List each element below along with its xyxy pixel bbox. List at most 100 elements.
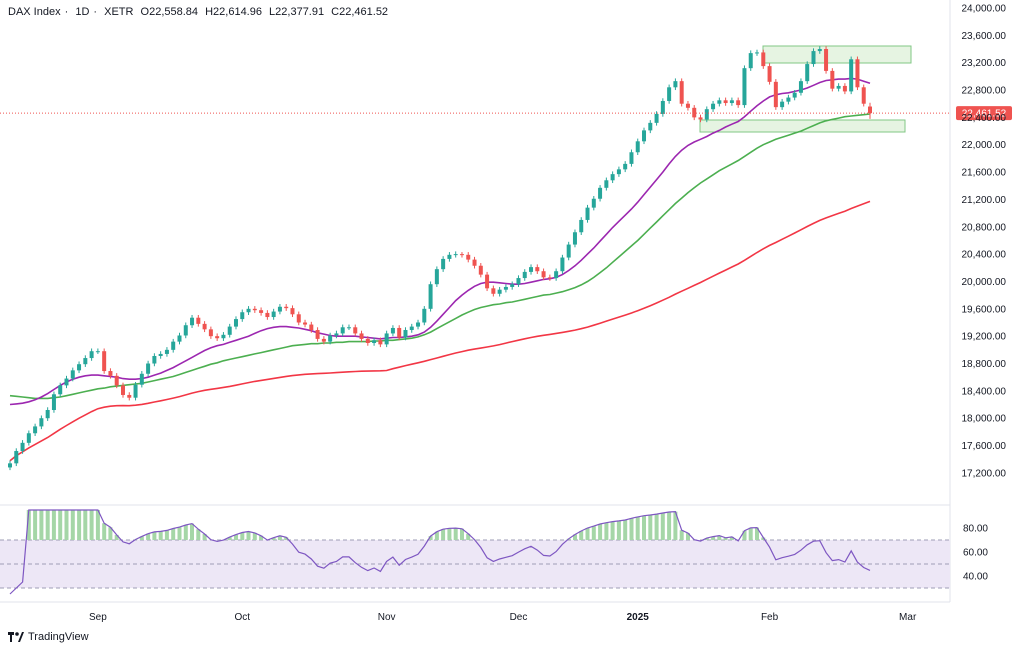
candle-body [491,288,496,294]
candle-body [466,254,471,260]
candle-body [127,394,132,398]
candle-body [679,81,684,104]
candle-body [648,122,653,131]
candle-body [836,85,841,89]
tradingview-brand[interactable]: TradingView [8,631,89,643]
candle-body [390,327,395,334]
interval[interactable]: 1D [75,6,90,18]
candle-body [64,378,69,386]
candle-body [497,289,502,294]
candle-body [868,106,872,114]
candle-body [202,323,207,330]
candle-body [428,284,433,309]
candle-body [284,306,289,309]
tradingview-logo-icon [8,632,24,642]
candle-body [70,370,75,379]
y-axis-tick-label: 17,200.00 [962,468,1007,479]
candle-body [403,330,408,338]
close-value: C22,461.52 [331,6,389,18]
candle-body [290,308,295,315]
candle-body [572,232,577,245]
candle-body [616,169,621,175]
candle-body [579,219,584,233]
candle-body [547,277,552,279]
candle-body [717,100,722,104]
candle-body [441,258,446,270]
candle-body [742,68,747,106]
candle-body [591,198,596,208]
candle-body [660,100,665,114]
rsi-overbought-fill [26,510,766,540]
candle-body [384,333,389,345]
brand-label: TradingView [28,631,89,643]
candle-body [114,375,119,386]
candle-body [359,333,364,339]
candle-body [453,254,458,256]
candle-body [780,101,785,108]
candle-body [748,53,753,69]
candle-body [89,351,94,359]
x-axis-tick-label: Oct [234,612,250,623]
candle-body [610,174,615,181]
y-axis-tick-label: 22,000.00 [962,140,1007,151]
candle-body [409,326,414,331]
candle-body [798,81,803,93]
y-axis-tick-label: 21,600.00 [962,168,1007,179]
exchange: XETR [104,6,134,18]
candle-body [246,308,251,313]
candle-body [120,385,125,395]
y-axis-tick-label: 21,200.00 [962,195,1007,206]
candle-body [221,334,226,339]
candle-body [673,81,678,88]
candle-body [365,338,370,344]
candle-body [478,265,483,275]
candle-body [459,254,464,256]
y-axis-tick-label: 19,200.00 [962,332,1007,343]
candle-body [629,152,634,164]
support-zone [699,119,906,133]
y-axis-tick-label: 17,600.00 [962,441,1007,452]
candle-body [422,308,427,323]
candle-body [755,52,760,54]
candle-body [334,333,339,336]
y-axis-tick-label: 24,000.00 [962,4,1007,15]
candle-body [215,336,220,339]
candle-body [271,311,276,318]
candle-body [208,329,213,337]
candle-body [39,418,44,427]
candle-body [560,257,565,272]
candle-body [535,267,540,272]
header-separator: · [93,6,98,18]
candle-body [855,59,860,88]
candle-body [817,49,822,52]
candle-body [830,70,835,89]
low-value: L22,377.91 [269,6,325,18]
candle-body [158,353,163,356]
x-axis-tick-label: Sep [89,612,107,623]
candle-body [416,322,421,327]
candle-body [773,81,778,108]
candle-body [510,284,515,287]
candle-body [566,244,571,258]
candle-body [8,463,12,468]
y-axis-tick-label: 18,800.00 [962,359,1007,370]
candle-body [585,207,590,220]
x-axis-tick-label: Feb [761,612,779,623]
candle-body [378,340,383,345]
symbol-name[interactable]: DAX Index [8,6,61,18]
candle-body [321,338,326,342]
candle-body [33,426,38,434]
candle-body [51,394,56,411]
candle-body [654,113,659,123]
candle-body [623,163,628,170]
y-axis-tick-label: 18,400.00 [962,386,1007,397]
x-axis-tick-label: 2025 [627,612,650,623]
candle-body [340,327,345,334]
candle-body [729,100,734,104]
candle-body [786,97,791,102]
open-value: O22,558.84 [140,6,199,18]
y-axis-tick-label: 20,800.00 [962,222,1007,233]
candle-body [45,410,50,419]
candle-body [346,327,351,329]
